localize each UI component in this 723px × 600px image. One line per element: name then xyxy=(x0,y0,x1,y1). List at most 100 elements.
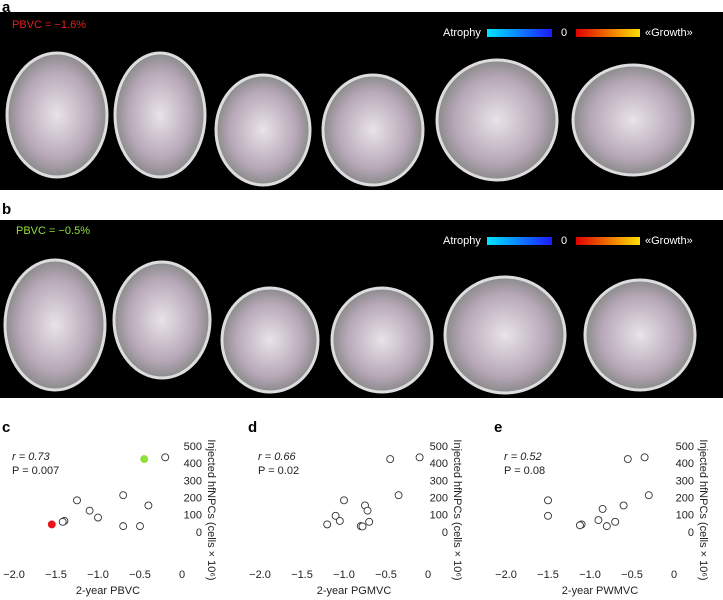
x-tick-label: −1.0 xyxy=(579,569,601,581)
x-tick-label: −1.0 xyxy=(87,569,109,581)
data-point xyxy=(94,513,102,522)
x-tick-label: −0.5 xyxy=(621,569,643,581)
data-point xyxy=(140,455,149,463)
panel-letter: a xyxy=(2,0,11,16)
pbvc-label: PBVC = −0.5% xyxy=(16,225,90,237)
y-tick-label: 0 xyxy=(196,527,202,539)
brain-slice xyxy=(443,275,567,395)
annotation: r = 0.73 xyxy=(12,451,50,463)
brain-slice xyxy=(214,73,312,187)
x-axis-label: 2-year PBVC xyxy=(76,585,140,597)
data-point xyxy=(394,491,403,500)
panel-letter: c xyxy=(2,419,10,436)
data-point xyxy=(136,522,144,531)
data-point xyxy=(331,511,340,520)
y-axis-label: Injected hfNPCs (cells × 10⁶) xyxy=(205,439,217,580)
brain-slice xyxy=(220,286,320,394)
data-point xyxy=(602,522,611,531)
annotation: r = 0.52 xyxy=(504,451,542,463)
annotation: P = 0.02 xyxy=(258,465,299,477)
data-point xyxy=(598,504,607,513)
data-point xyxy=(365,517,374,526)
y-tick-label: 100 xyxy=(430,510,448,522)
y-tick-label: 300 xyxy=(184,475,202,487)
colorbar xyxy=(487,237,552,245)
y-tick-label: 100 xyxy=(184,510,202,522)
data-point xyxy=(47,520,56,529)
annotation: r = 0.66 xyxy=(258,451,296,463)
y-tick-label: 0 xyxy=(442,527,448,539)
brain-slice xyxy=(583,278,697,392)
x-tick-label: −0.5 xyxy=(375,569,397,581)
colorbar-label: «Growth» xyxy=(645,27,693,39)
data-point xyxy=(619,501,628,510)
brain-slices xyxy=(3,258,697,395)
y-axis-label: Injected hfNPCs (cells × 10⁶) xyxy=(451,439,463,580)
data-point xyxy=(415,453,424,462)
panel-letter: e xyxy=(494,419,502,436)
y-tick-label: 400 xyxy=(676,458,694,470)
colorbar xyxy=(487,29,552,37)
x-tick-label: −2.0 xyxy=(3,569,25,581)
annotation: P = 0.007 xyxy=(12,465,59,477)
data-point xyxy=(161,453,170,462)
colorbar-label: Atrophy xyxy=(443,27,481,39)
y-axis-label: Injected hfNPCs (cells × 10⁶) xyxy=(697,439,709,580)
brain-slice xyxy=(321,73,425,187)
x-tick-label: −2.0 xyxy=(495,569,517,581)
annotation: P = 0.08 xyxy=(504,465,545,477)
data-point xyxy=(358,522,367,531)
y-tick-label: 100 xyxy=(676,510,694,522)
x-tick-label: 0 xyxy=(425,569,431,581)
x-tick-label: −1.5 xyxy=(291,569,313,581)
data-point xyxy=(73,496,81,505)
x-tick-label: −1.0 xyxy=(333,569,355,581)
data-point xyxy=(611,517,620,526)
brain-slice xyxy=(571,63,695,177)
y-tick-label: 500 xyxy=(430,441,448,453)
y-tick-label: 500 xyxy=(676,441,694,453)
y-tick-label: 500 xyxy=(184,441,202,453)
data-point xyxy=(544,496,552,505)
colorbar-label: «Growth» xyxy=(645,235,693,247)
data-point xyxy=(386,455,395,463)
brain-slice xyxy=(113,51,207,179)
x-tick-label: 0 xyxy=(179,569,185,581)
y-tick-label: 200 xyxy=(184,493,202,505)
colorbar-label: 0 xyxy=(561,235,567,247)
data-point xyxy=(340,496,348,505)
data-point xyxy=(335,517,344,525)
brain-slices xyxy=(5,51,695,187)
charts: c r = 0.73 P = 0.007 −2.0 −1.5 −1.0 −0.5 0 0 100 2… xyxy=(2,419,709,597)
colorbar-label: 0 xyxy=(561,27,567,39)
data-point xyxy=(594,516,603,525)
colorbar xyxy=(576,29,640,37)
brain-slice xyxy=(3,258,107,392)
y-tick-label: 400 xyxy=(184,458,202,470)
x-tick-label: −0.5 xyxy=(129,569,151,581)
colorbar-label: Atrophy xyxy=(443,235,481,247)
data-point xyxy=(119,522,128,531)
x-tick-label: −1.5 xyxy=(45,569,67,581)
y-tick-label: 200 xyxy=(676,493,694,505)
data-point xyxy=(144,501,153,510)
data-point xyxy=(544,511,552,520)
data-point xyxy=(58,517,67,526)
x-tick-label: −2.0 xyxy=(249,569,271,581)
brain-slice xyxy=(5,51,109,179)
y-tick-label: 0 xyxy=(688,527,694,539)
data-point xyxy=(575,521,584,530)
brain-slice xyxy=(330,286,434,394)
x-tick-label: 0 xyxy=(671,569,677,581)
y-tick-label: 200 xyxy=(430,493,448,505)
y-tick-label: 300 xyxy=(676,475,694,487)
data-point xyxy=(623,455,632,463)
x-axis-label: 2-year PWMVC xyxy=(562,585,638,597)
y-tick-label: 300 xyxy=(430,475,448,487)
brain-slice xyxy=(112,260,212,380)
data-point xyxy=(119,491,128,500)
y-tick-label: 400 xyxy=(430,458,448,470)
brain-slice xyxy=(435,58,559,182)
